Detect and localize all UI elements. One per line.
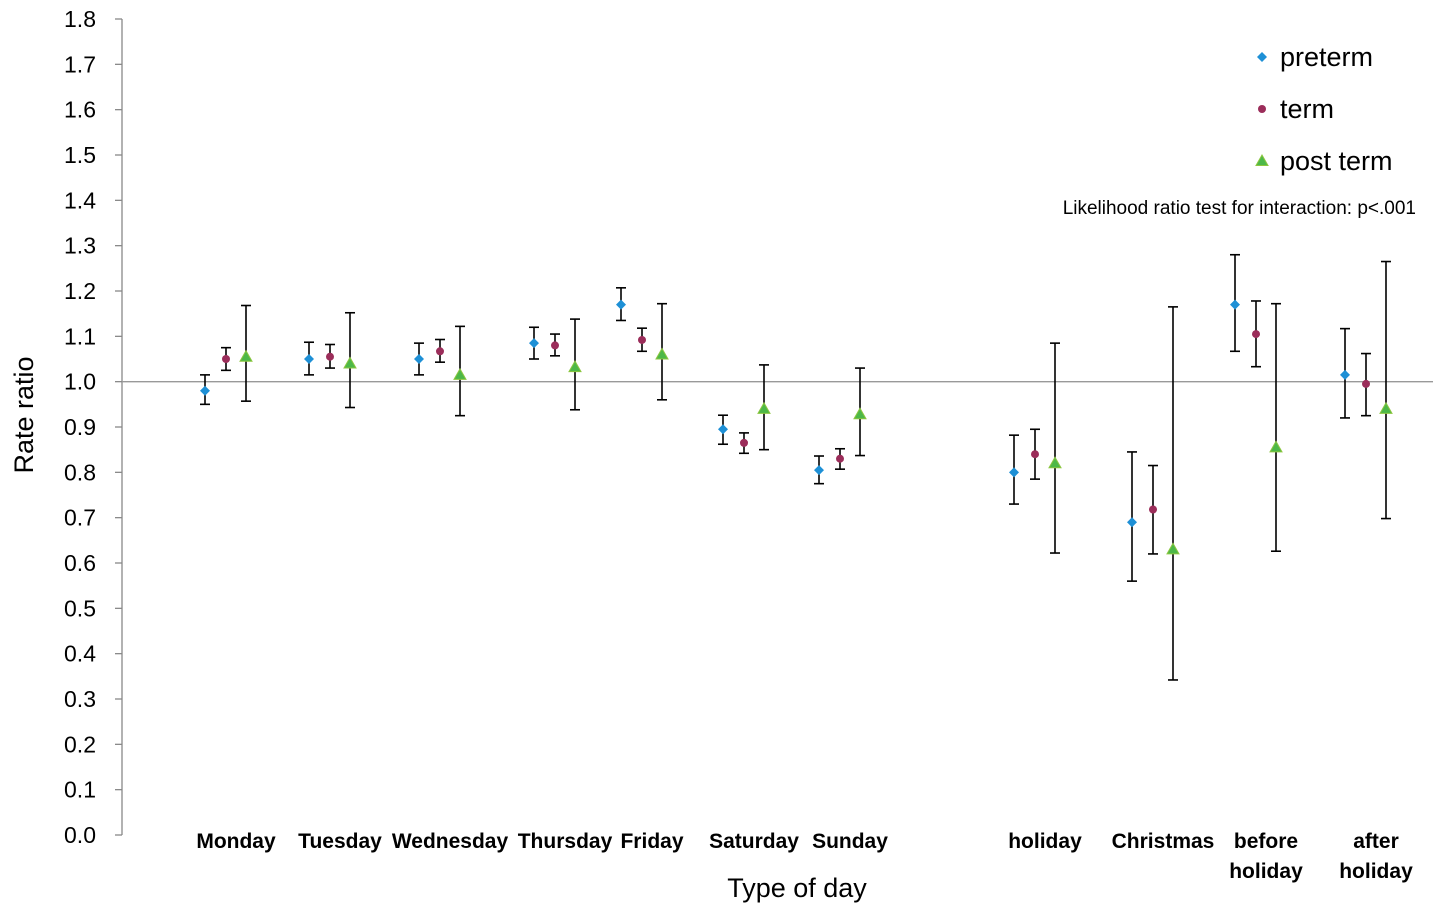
legend-marker-triangle [1255,153,1269,166]
point-post-term [757,401,771,414]
error-bar-post-term [1050,342,1060,554]
legend-marker-circle [1258,105,1266,113]
point-preterm [1009,467,1019,478]
point-post-term [1048,456,1062,469]
x-category-label: Wednesday [392,830,509,853]
legend: preterm term post term [1255,42,1393,176]
x-category-label: holiday [1008,830,1082,853]
point-term [1362,379,1370,388]
point-post-term [568,360,582,373]
x-category-label: Tuesday [298,830,382,853]
point-post-term [853,407,867,420]
point-term [1252,330,1260,339]
point-post-term [1269,440,1283,453]
y-tick-label: 0.0 [64,822,96,848]
x-category-label: holiday [1339,860,1413,883]
legend-label: term [1280,94,1334,124]
legend-marker-diamond [1257,52,1267,62]
point-preterm [200,385,210,396]
point-post-term [1166,542,1180,555]
legend-item-preterm: preterm [1257,42,1373,72]
y-tick-label: 0.7 [64,505,96,531]
point-term [638,335,646,344]
point-term [326,352,334,361]
point-preterm [814,465,824,476]
y-tick-label: 1.7 [64,51,96,77]
y-tick-label: 0.4 [64,641,96,667]
point-term [222,355,230,363]
y-axis-title: Rate ratio [9,356,39,473]
y-tick-label: 0.9 [64,414,96,440]
point-post-term [655,347,669,360]
point-preterm [414,354,424,364]
y-tick-label: 0.3 [64,686,96,712]
y-tick-label: 1.6 [64,97,96,123]
data-markers [200,299,1393,555]
x-category-label: Monday [196,830,276,853]
x-category-label: Friday [620,830,683,853]
error-bar-post-term [1271,302,1281,553]
legend-item-term: term [1258,94,1334,124]
point-preterm [616,299,626,310]
x-category-label: Thursday [518,830,613,853]
y-axis: 0.0 0.1 0.2 0.3 0.4 0.5 0.6 0.7 0.8 0.9 1.0 1.1 1.2 1… [64,6,123,848]
y-tick-label: 1.4 [64,187,96,213]
y-tick-label: 0.8 [64,459,96,485]
x-axis-title: Type of day [727,873,867,903]
x-category-label: Saturday [709,830,799,853]
point-preterm [1230,299,1240,310]
category-labels: Monday Tuesday Wednesday Thursday Friday Satu… [196,830,1413,883]
legend-label: preterm [1280,42,1373,72]
point-term [1149,505,1157,514]
y-tick-label: 0.5 [64,595,96,621]
point-post-term [343,356,357,369]
x-category-label: after [1353,830,1399,853]
point-post-term [1379,401,1393,414]
error-bars [200,253,1391,681]
point-term [740,438,748,447]
error-bar-preterm [1127,451,1137,582]
point-term [551,341,559,350]
error-bar-post-term [1168,306,1178,681]
point-preterm [529,338,539,349]
point-term [836,454,844,463]
point-preterm [718,424,728,435]
y-tick-label: 1.8 [64,6,96,32]
point-post-term [453,367,467,380]
interaction-test-note: Likelihood ratio test for interaction: p… [1063,198,1416,219]
point-term [436,347,444,356]
point-post-term [239,349,253,362]
y-tick-label: 1.3 [64,233,96,259]
point-term [1031,450,1039,459]
x-category-label: Sunday [812,830,888,853]
y-tick-label: 1.1 [64,323,96,349]
y-tick-label: 0.1 [64,777,96,803]
point-preterm [304,354,314,364]
y-tick-label: 0.2 [64,731,96,757]
x-category-label: holiday [1229,860,1303,883]
y-tick-label: 1.5 [64,142,96,168]
x-category-label: Christmas [1112,830,1215,853]
legend-label: post term [1280,146,1393,176]
legend-item-post-term: post term [1255,146,1393,176]
x-category-label: before [1234,830,1298,853]
error-bar-post-term [1381,260,1391,520]
point-preterm [1340,369,1350,380]
point-preterm [1127,517,1137,528]
y-tick-label: 0.6 [64,550,96,576]
y-tick-label: 1.2 [64,278,96,304]
y-tick-label: 1.0 [64,369,96,395]
